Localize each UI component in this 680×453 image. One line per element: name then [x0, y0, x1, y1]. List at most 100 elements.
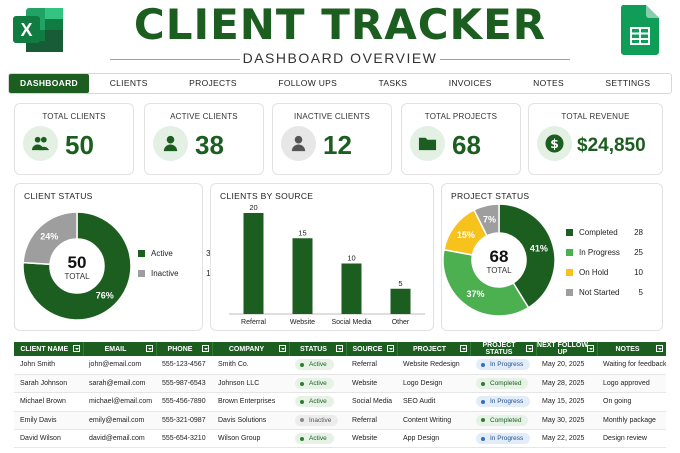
- tab-settings[interactable]: SETTINGS: [605, 78, 651, 88]
- slice-label: 7%: [483, 215, 496, 225]
- column-header-email[interactable]: EMAIL: [83, 342, 157, 356]
- project-status-badge: In Progress: [476, 359, 531, 371]
- legend-value: 5: [638, 287, 643, 297]
- legend-value: 28: [634, 227, 643, 237]
- kpi-total-clients: TOTAL CLIENTS 50: [14, 103, 134, 175]
- slice-label: 76%: [96, 291, 114, 301]
- filter-dropdown-icon[interactable]: [335, 345, 343, 352]
- cell-notes: On going: [597, 392, 666, 412]
- header: X CLIENT TRACKER DASHBOARD OVERVIEW: [0, 0, 680, 70]
- tab-tasks[interactable]: TASKS: [378, 78, 408, 88]
- status-badge: Active: [295, 396, 334, 408]
- filter-dropdown-icon[interactable]: [525, 345, 533, 352]
- table-header-row: CLIENT NAME EMAIL PHONE COMPANY STATUS SOURCE…: [14, 342, 666, 356]
- kpi-value: 38: [195, 130, 224, 160]
- cell-project-status: In Progress: [470, 429, 536, 449]
- users-icon: [23, 126, 58, 161]
- cell-source: Social Media: [346, 392, 397, 412]
- bar-value-label: 15: [298, 228, 306, 237]
- legend-label: Active: [151, 248, 173, 258]
- cell-email: john@email.com: [83, 356, 156, 375]
- cell-notes: Logo approved: [597, 374, 666, 394]
- client-status-legend: Active38Inactive12: [138, 243, 215, 283]
- user-icon: [281, 126, 316, 161]
- bar-value-label: 10: [347, 254, 355, 263]
- column-header-source[interactable]: SOURCE: [346, 342, 398, 356]
- slice-label: 15%: [457, 230, 475, 240]
- tab-follow-ups[interactable]: FOLLOW UPS: [278, 78, 338, 88]
- cell-project: SEO Audit: [397, 392, 470, 412]
- tab-invoices[interactable]: INVOICES: [448, 78, 492, 88]
- filter-dropdown-icon[interactable]: [459, 345, 467, 352]
- filter-dropdown-icon[interactable]: [201, 345, 209, 352]
- status-badge: Active: [295, 378, 334, 390]
- kpi-label: ACTIVE CLIENTS: [170, 112, 238, 121]
- legend-swatch: [138, 269, 145, 277]
- filter-dropdown-icon[interactable]: [278, 345, 286, 352]
- cell-status: Active: [289, 374, 346, 394]
- clients-table: CLIENT NAME EMAIL PHONE COMPANY STATUS SOURCE…: [14, 342, 666, 453]
- column-header-notes[interactable]: NOTES: [597, 342, 666, 356]
- bar-value-label: 20: [249, 203, 257, 212]
- column-header-phone[interactable]: PHONE: [156, 342, 213, 356]
- clients-by-source-panel: CLIENTS BY SOURCE 20 Referral 15 Website 10 S…: [210, 183, 434, 331]
- table-row[interactable]: Emily Davis emily@email.com 555-321-0987 Da…: [14, 411, 666, 431]
- column-header-status[interactable]: STATUS: [289, 342, 347, 356]
- tab-clients[interactable]: CLIENTS: [109, 78, 148, 88]
- cell-status: Active: [289, 429, 346, 449]
- column-header-project-status[interactable]: PROJECT STATUS: [470, 342, 537, 356]
- table-row[interactable]: Sarah Johnson sarah@email.com 555-987-6543…: [14, 374, 666, 394]
- cell-notes: Monthly package: [597, 411, 666, 431]
- cell-phone: 555-456-7890: [156, 392, 212, 412]
- filter-dropdown-icon[interactable]: [72, 345, 80, 352]
- column-header-next-follow-up[interactable]: NEXT FOLLOW UP: [536, 342, 598, 356]
- column-header-client-name[interactable]: CLIENT NAME: [14, 342, 84, 356]
- cell-project: Website Redesign: [397, 356, 470, 375]
- column-header-project[interactable]: PROJECT: [397, 342, 471, 356]
- table-row[interactable]: Michael Brown michael@email.com 555-456-78…: [14, 392, 666, 412]
- svg-text:$: $: [550, 137, 559, 151]
- bar-referral: [243, 213, 264, 314]
- legend-swatch: [138, 249, 145, 257]
- table-row[interactable]: John Smith john@email.com 555-123-4567 Smit…: [14, 356, 666, 375]
- cell-source: Referral: [346, 356, 397, 375]
- column-header-label: NOTES: [615, 345, 640, 353]
- cell-next-follow-up: May 15, 2025: [536, 392, 597, 412]
- cell-project-status: Completed: [470, 411, 536, 431]
- app-title: CLIENT TRACKER: [133, 0, 547, 49]
- slice-label: 24%: [40, 231, 58, 241]
- svg-text:X: X: [20, 20, 32, 40]
- filter-dropdown-icon[interactable]: [586, 345, 594, 352]
- tab-dashboard[interactable]: DASHBOARD: [9, 74, 89, 93]
- center-value: 50: [68, 253, 87, 272]
- slice-label: 37%: [467, 289, 485, 299]
- x-tick-label: Other: [392, 319, 410, 326]
- filter-dropdown-icon[interactable]: [655, 345, 663, 352]
- column-header-label: SOURCE: [352, 345, 383, 353]
- dollar-icon: $: [537, 126, 572, 161]
- project-status-panel: PROJECT STATUS 41% 37% 15% 7% 68 TOTAL Comple…: [441, 183, 663, 331]
- project-status-badge: In Progress: [476, 433, 531, 445]
- tab-notes[interactable]: NOTES: [533, 78, 564, 88]
- column-header-label: STATUS: [300, 345, 327, 353]
- cell-email: michael@email.com: [83, 392, 156, 412]
- cell-notes: Waiting for feedback: [597, 356, 666, 375]
- x-tick-label: Social Media: [331, 319, 371, 326]
- cell-client-name: David Wilson: [14, 429, 83, 449]
- legend-value: 10: [634, 267, 643, 277]
- status-badge: Inactive: [295, 414, 339, 426]
- filter-dropdown-icon[interactable]: [145, 345, 153, 352]
- tab-projects[interactable]: PROJECTS: [189, 78, 237, 88]
- cell-next-follow-up: May 20, 2025: [536, 356, 597, 375]
- status-badge: Active: [295, 433, 334, 445]
- cell-next-follow-up: May 28, 2025: [536, 374, 597, 394]
- column-header-company[interactable]: COMPANY: [212, 342, 290, 356]
- cell-status: Active: [289, 392, 346, 412]
- main-nav: DASHBOARD CLIENTS PROJECTS FOLLOW UPS TA…: [8, 73, 672, 94]
- filter-dropdown-icon[interactable]: [386, 345, 394, 352]
- legend-swatch: [566, 228, 573, 236]
- cell-client-name: Michael Brown: [14, 392, 83, 412]
- table-row[interactable]: David Wilson david@email.com 555-654-3210 W…: [14, 429, 666, 449]
- column-header-label: PROJECT: [412, 345, 447, 353]
